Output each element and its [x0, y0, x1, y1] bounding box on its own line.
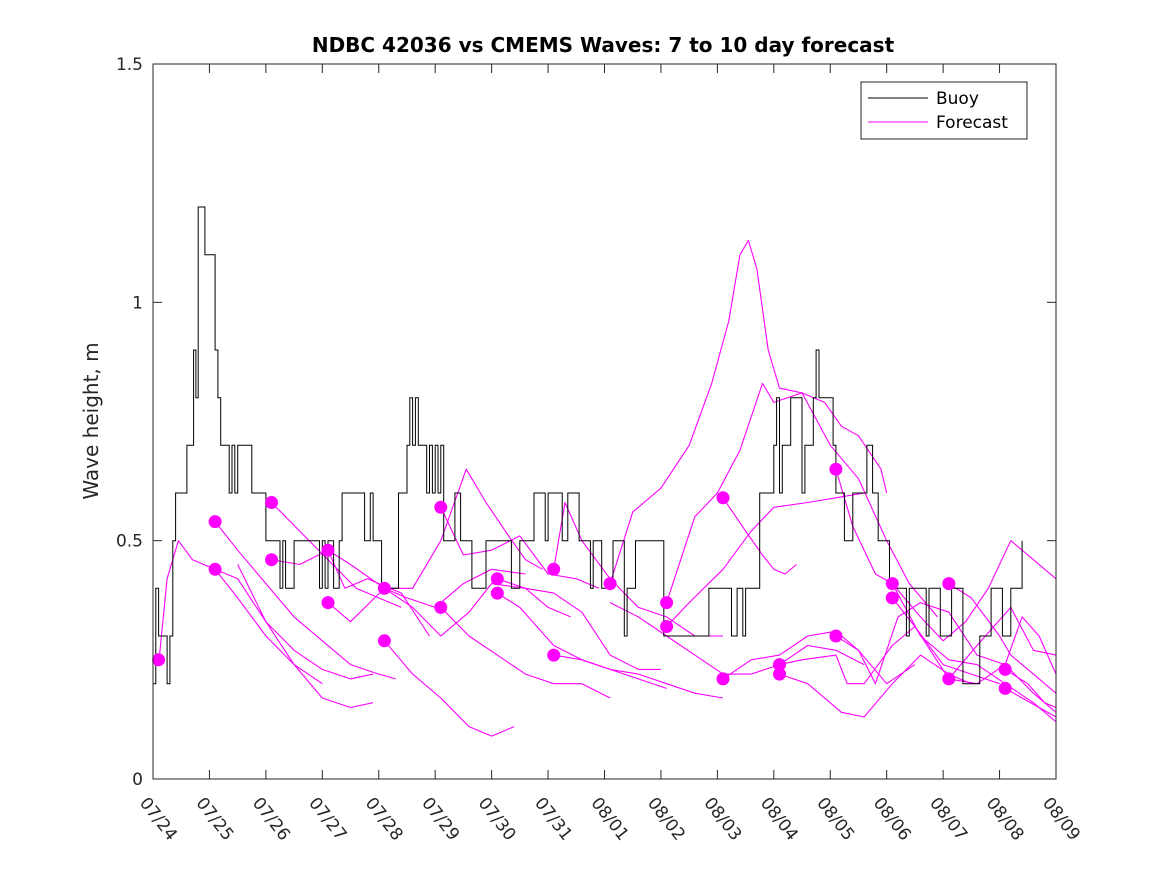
- forecast-marker-2: [208, 562, 222, 576]
- forecast-line-7: [327, 568, 526, 623]
- forecast-line-11: [440, 607, 611, 699]
- forecast-marker-15: [603, 577, 617, 591]
- forecast-marker-27: [942, 672, 956, 686]
- y-axis-label: Wave height, m: [79, 342, 103, 499]
- forecast-marker-1: [208, 515, 222, 529]
- y-tick-label: 0.5: [116, 532, 143, 552]
- forecast-line-12: [497, 578, 661, 670]
- forecast-marker-6: [321, 596, 335, 610]
- buoy-line: [153, 206, 1023, 685]
- forecast-marker-29: [998, 681, 1012, 695]
- forecast-line-4: [271, 502, 402, 608]
- y-tick-label: 1.5: [116, 55, 143, 75]
- forecast-marker-7: [377, 581, 391, 595]
- forecast-line-8: [383, 640, 515, 737]
- y-tick-label: 0: [132, 770, 143, 790]
- forecast-line-21: [722, 630, 916, 685]
- y-tick-label: 1: [132, 293, 143, 313]
- forecast-marker-26: [942, 577, 956, 591]
- forecast-marker-5: [321, 543, 335, 557]
- legend: Buoy Forecast: [860, 81, 1028, 140]
- forecast-line-10: [440, 507, 600, 589]
- legend-label-buoy: Buoy: [936, 89, 979, 109]
- forecast-line-20: [722, 497, 797, 575]
- forecast-marker-23: [829, 629, 843, 643]
- forecast-marker-10: [434, 600, 448, 614]
- forecast-line-19: [666, 382, 938, 618]
- forecast-marker-3: [265, 496, 278, 509]
- forecast-marker-11: [490, 572, 504, 586]
- forecast-line-16: [609, 239, 888, 584]
- forecast-marker-13: [547, 562, 561, 576]
- forecast-line-30: [1004, 668, 1056, 709]
- forecast-line-15: [553, 654, 724, 699]
- forecast-line-17: [609, 602, 865, 675]
- forecast-marker-24: [885, 577, 899, 591]
- y-axis: 0 0.5 1 1.5: [116, 55, 1056, 790]
- forecast-line-2: [214, 568, 374, 709]
- legend-box: [860, 81, 1028, 140]
- forecast-marker-21: [773, 667, 786, 681]
- forecast-marker-19: [716, 672, 730, 686]
- forecast-marker-20: [773, 658, 786, 672]
- forecast-marker-9: [434, 500, 448, 514]
- forecast-marker-22: [829, 462, 843, 476]
- forecast-line-18: [666, 492, 865, 627]
- forecast-marker-12: [490, 586, 504, 600]
- legend-label-forecast: Forecast: [936, 113, 1008, 133]
- forecast-line-29: [948, 616, 1056, 685]
- forecast-marker-4: [265, 553, 278, 567]
- forecast-marker-8: [377, 634, 391, 648]
- forecast-marker-18: [716, 491, 730, 505]
- forecast-marker-25: [885, 591, 899, 605]
- chart-title: NDBC 42036 vs CMEMS Waves: 7 to 10 day f…: [312, 33, 895, 57]
- forecast-line-5: [271, 549, 430, 637]
- forecast-marker-14: [547, 648, 561, 662]
- buoy-series: [153, 206, 1023, 685]
- forecast-line-24: [835, 469, 1056, 723]
- forecast-line-28: [948, 583, 1056, 694]
- forecast-line-1: [214, 521, 396, 680]
- forecast-line-31: [1004, 687, 1056, 718]
- forecast-line-3: [237, 564, 374, 680]
- forecast-marker-16: [660, 596, 674, 610]
- forecast-line-9: [384, 583, 571, 637]
- forecast-line-27: [891, 597, 1056, 680]
- forecast-marker-0: [152, 653, 166, 667]
- forecast-markers: [152, 462, 1012, 695]
- forecast-marker-28: [998, 662, 1012, 676]
- forecast-marker-17: [660, 620, 674, 633]
